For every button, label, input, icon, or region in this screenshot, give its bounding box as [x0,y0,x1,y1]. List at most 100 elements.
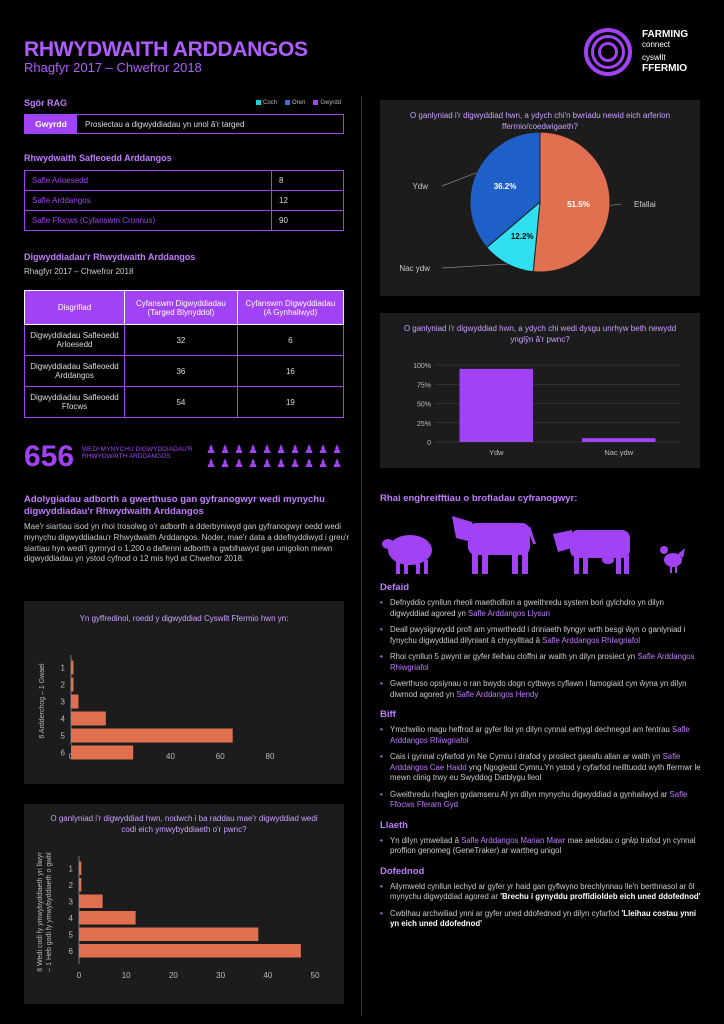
table-row: Safle Ffocws (Cyfanswm Cronnus) 90 [24,210,344,231]
attendance-people-icons: ♟ ♟ ♟ ♟ ♟ ♟ ♟ ♟ ♟ ♟ ♟ ♟ ♟ ♟ ♟ ♟ ♟ ♟ ♟ ♟ [205,444,345,470]
list-item: Deall pwysigrwydd profi am ymwrthedd i d… [380,625,702,646]
chicken-icon [660,546,685,573]
list-item-text: Cwblhau archwiliad ynni ar gyfer uned dd… [390,908,622,918]
site-link[interactable]: Safle Arddangos Rhiwgriafol [390,652,695,672]
table-cell: 36 [124,355,238,387]
bar [71,677,74,692]
pie-category-label: Efallai [634,200,656,209]
person-icon: ♟ [304,444,314,456]
y-axis-label: 6 Ardderchog – 1 Gwael [39,663,46,739]
column-header: Cyfanswm Digwyddiadau (Targed Blynyddol) [124,290,238,325]
person-icon: ♟ [276,444,286,456]
pie-value-label: 51.5% [567,200,590,209]
page-title: RHWYDWAITH ARDDANGOS [24,38,308,61]
site-value: 90 [271,210,344,231]
events-subheading: Rhagfyr 2017 – Chwefror 2018 [24,267,134,276]
experience-list: Ymchwilio magu heffrod ar gyfer lloi yn … [380,725,702,811]
pie-value-label: 36.2% [494,182,517,191]
pie-category-label: Nac ydw [399,264,430,273]
site-link[interactable]: Safle Arddangos Marian Mawr [461,835,566,845]
list-item-text: Yn dilyn ymweliad â [390,835,462,845]
rag-legend: Coch Oren Gwyrdd [256,100,341,106]
y-axis-label-line: 6 Wedi codi fy ymwybyddiaeth yn llwyr [37,852,44,972]
events-heading: Digwyddiadau'r Rhwydwaith Arddangos [24,252,196,262]
experience-list: Defnyddio cynllun rheoli maethollion a g… [380,598,702,700]
person-icon: ♟ [332,444,342,456]
pie-leader-line [441,263,508,269]
y-tick-label: 6 [61,749,66,758]
person-icon: ♟ [290,444,300,456]
site-link[interactable]: Safle Arddangos Hendy [456,689,539,699]
x-tick-label: 80 [266,752,275,761]
logo-text-1: FARMING [642,29,689,40]
cow-icon [452,516,536,574]
site-link[interactable]: Safle Arddangos Llysun [468,608,550,618]
site-value: 12 [271,190,344,211]
legend-swatch-amber [285,100,291,105]
chart-overall-panel: Yn gyffredinol, roedd y digwyddiad Cyswl… [24,601,344,784]
logo-text-4: FFERMIO [642,63,687,74]
y-tick-label: 0 [427,440,431,447]
y-tick-label: 4 [69,914,74,923]
list-item: Gweithredu rhaglen gydamseru AI yn dilyn… [380,790,702,811]
person-icon: ♟ [220,444,230,456]
list-item: Ymchwilio magu heffrod ar gyfer lloi yn … [380,725,702,746]
list-item-text: Deall pwysigrwydd profi am ymwrthedd i d… [390,625,686,645]
person-icon: ♟ [318,458,328,470]
legend-swatch-red [256,100,261,105]
bar [79,944,301,958]
rag-legend-item: Coch [256,100,277,106]
bar [79,878,82,892]
table-row: Digwyddiadau Safleoedd Ffocws 54 19 [24,386,345,418]
attendance-label: WEDI MYNYCHU DIGWYDDIADAU'R RHWYDWAITH A… [82,446,193,461]
y-tick-label: 25% [417,421,431,428]
logo-ring-inner-icon [591,35,625,69]
person-icon: ♟ [332,458,342,470]
column-divider [361,96,362,1016]
experience-group-title: Biff [380,709,396,721]
attendance-number: 656 [24,440,75,473]
person-icon: ♟ [234,444,244,456]
site-label: Safle Arloesedd [24,170,272,191]
rag-status-label: Gwyrdd [25,115,77,133]
bar [71,660,74,675]
pie-chart-svg: 51.5% Efallai 12.2% Nac ydw 36.2% Ydw [399,131,656,273]
site-link[interactable]: Safle Arddangos Rhiwgriafol [542,635,641,645]
table-cell: 32 [124,324,238,356]
experiences-list: Defaid Defnyddio cynllun rheoli maetholli… [380,582,702,939]
y-axis-label: 6 Wedi codi fy ymwybyddiaeth yn llwyr – 1… [37,852,53,972]
site-link[interactable]: Safle Arddangos Cae Haidd [390,752,681,772]
bar [582,438,656,442]
chart-learned-panel: O ganlyniad i'r digwyddiad hwn, a ydych … [380,313,700,468]
person-icon: ♟ [262,458,272,470]
experience-list: Ailymweld cynllun iechyd ar gyfer yr hai… [380,882,702,930]
list-item-text-end: yng Ngogledd Cymru.Yn ystod y cyfarfod n… [390,762,701,783]
y-tick-label: 2 [69,881,74,890]
list-item: Yn dilyn ymweliad â Safle Arddangos Mari… [380,836,702,857]
y-axis-label-line: – 1 Heb godi fy ymwybyddiaeth o gwbl [46,852,53,972]
logo-text-2: connect [642,40,671,49]
y-tick-label: 75% [417,382,431,389]
chart-awareness-panel: O ganlyniad i'r digwyddiad hwn, nodwch i… [24,804,344,1004]
person-icon: ♟ [248,458,258,470]
chart-title: O ganlyniad i'r digwyddiad hwn, nodwch i… [50,814,318,834]
table-cell: Digwyddiadau Safleoedd Ffocws [24,386,125,418]
site-link[interactable]: Safle Arddangos Rhiwgriafol [390,725,690,745]
list-item: Defnyddio cynllun rheoli maethollion a g… [380,598,702,619]
rag-status-description: Prosiectau a digwyddiadau yn unol â'r ta… [85,119,245,129]
x-tick-label: 30 [216,971,225,980]
feedback-body: Mae'r siartiau isod yn rhoi trosolwg o'r… [24,522,350,564]
list-item-text: Cais i gynnal cyfarfod yn Ne Cymru i dra… [390,752,663,762]
list-item: Cais i gynnal cyfarfod yn Ne Cymru i dra… [380,752,702,784]
list-item: Cwblhau archwiliad ynni ar gyfer uned dd… [380,909,702,930]
page-subtitle: Rhagfyr 2017 – Chwefror 2018 [24,60,202,75]
y-tick-label: 2 [61,681,66,690]
pie-slice [532,131,611,273]
site-link[interactable]: Safle Ffocws Fferam Gyd [390,789,688,810]
chart-awareness-svg: 0 10 20 30 40 50 1 2 3 4 5 6 6 Wedi codi fy ymwybydd… [37,852,320,980]
y-tick-label: 4 [61,715,66,724]
bar [79,894,103,908]
list-item: Ailymweld cynllun iechyd ar gyfer yr hai… [380,882,702,903]
table-cell: 6 [236,324,345,356]
list-item-text: Rhoi cynllun 5 pwynt ar gyfer lleihau cl… [390,652,638,662]
